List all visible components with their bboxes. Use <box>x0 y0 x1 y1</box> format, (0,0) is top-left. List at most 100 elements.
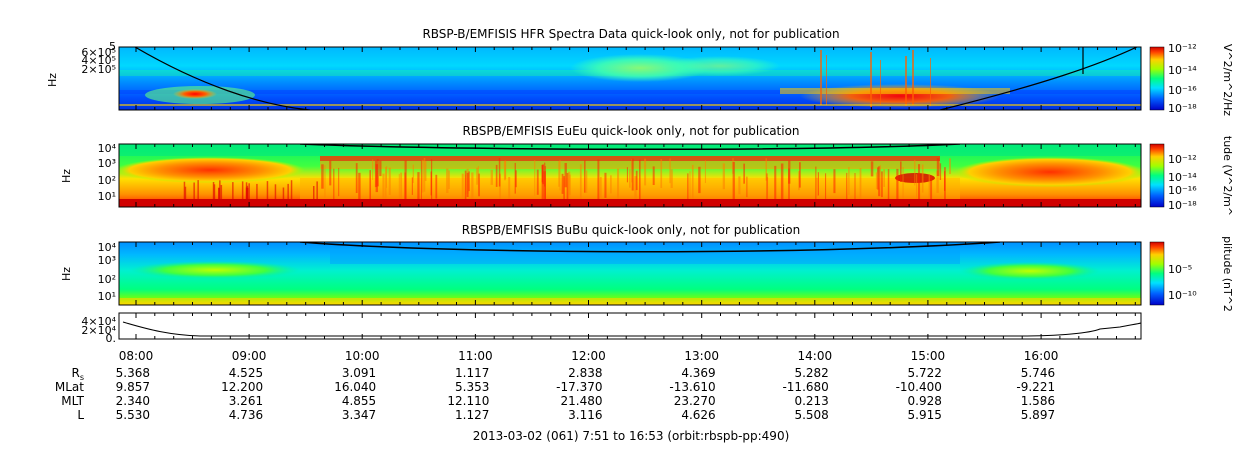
row-label-rs: Rs <box>71 366 84 382</box>
streak <box>508 177 511 207</box>
streak <box>629 169 631 188</box>
streak <box>936 170 939 193</box>
time-label: 14:00 <box>798 349 833 363</box>
streak <box>691 164 694 199</box>
streak <box>877 167 879 190</box>
streak <box>197 180 199 205</box>
panel4-y-axis: 4×10⁴ 2×10⁴ 0. <box>81 315 116 345</box>
panel3-colorbar: 10⁻⁵ 10⁻¹⁰ plitude (nT^2 <box>1149 236 1234 312</box>
annotation-value: 23.270 <box>674 394 716 408</box>
streak <box>446 168 449 193</box>
streak <box>902 167 904 207</box>
streak <box>466 172 469 197</box>
annotation-value: 5.508 <box>794 408 828 422</box>
streak <box>316 181 318 205</box>
streak <box>193 182 195 205</box>
annotation-value: 2.340 <box>116 394 150 408</box>
streak <box>464 170 467 207</box>
panel4-frame <box>118 312 1142 340</box>
panel4-ytick: 4×10⁴ <box>81 315 116 328</box>
streak <box>939 163 942 180</box>
streak <box>774 165 777 207</box>
streak <box>379 160 382 177</box>
streak <box>918 164 921 206</box>
streak <box>689 171 691 201</box>
time-label: 12:00 <box>571 349 606 363</box>
panel2-spectrogram <box>119 144 1141 207</box>
annotation-value: 3.261 <box>229 394 263 408</box>
panel1-cbar-tick: 10⁻¹⁴ <box>1168 64 1197 77</box>
streak <box>833 169 836 194</box>
panel2-ytick: 10³ <box>98 157 116 170</box>
streak <box>321 164 324 189</box>
streak <box>780 163 784 207</box>
annotation-value: -9.221 <box>1016 380 1055 394</box>
streak <box>218 187 220 205</box>
streak <box>900 161 902 182</box>
panel3-cbar-tick: 10⁻⁵ <box>1168 263 1192 276</box>
streak <box>634 176 637 207</box>
time-label: 09:00 <box>232 349 267 363</box>
streak <box>375 164 378 193</box>
panel4-line <box>122 321 1142 337</box>
streak <box>887 169 890 200</box>
streak <box>404 160 407 201</box>
streak <box>704 160 706 183</box>
streak <box>287 183 289 205</box>
time-label: 13:00 <box>684 349 719 363</box>
streak <box>879 164 881 188</box>
panel1-cbar-tick: 10⁻¹⁸ <box>1168 102 1197 115</box>
streak <box>338 167 340 197</box>
streak <box>468 171 470 192</box>
row-label-mlt: MLT <box>61 394 84 408</box>
annotation-value: 12.110 <box>447 394 489 408</box>
streak <box>896 168 899 207</box>
panel2-ytick: 10¹ <box>98 190 116 203</box>
panel4-ytick: 2×10⁴ <box>81 324 116 337</box>
streak <box>421 159 424 193</box>
annotation-value: 1.117 <box>455 366 489 380</box>
streak <box>566 173 569 207</box>
streak <box>669 158 671 184</box>
streak <box>448 170 450 189</box>
streak <box>604 172 607 198</box>
streak <box>881 171 883 198</box>
time-label: 11:00 <box>458 349 493 363</box>
panel3-ytick: 10⁴ <box>98 241 117 254</box>
streak <box>536 169 539 195</box>
panel1-cbar-label: V^2/m^2/Hz <box>1221 44 1234 116</box>
streak <box>644 158 647 186</box>
panel1-y-axis: 5 6×10⁵ 4×10⁵ 2×10⁵ Hz <box>46 40 116 87</box>
time-label: 16:00 <box>1024 349 1059 363</box>
time-label: 10:00 <box>345 349 380 363</box>
annotation-value: 9.857 <box>116 380 150 394</box>
annotation-value: 5.353 <box>455 380 489 394</box>
streak <box>219 180 221 205</box>
streak <box>670 169 673 188</box>
streak <box>411 177 413 195</box>
streak <box>639 159 641 201</box>
streak <box>499 173 501 207</box>
streak <box>369 170 371 207</box>
streak <box>610 175 612 194</box>
panel1-title: RBSP-B/EMFISIS HFR Spectra Data quick-lo… <box>422 27 839 41</box>
panel1-ytick: 4×10⁵ <box>81 54 116 67</box>
panel1-ylabel: Hz <box>46 73 59 87</box>
streak <box>579 164 582 204</box>
streak <box>417 172 420 207</box>
streak <box>652 166 655 185</box>
streak <box>687 173 689 207</box>
streak <box>597 159 600 204</box>
streak <box>617 168 620 204</box>
panel2-y-axis: 10⁴ 10³ 10² 10¹ Hz <box>60 142 117 203</box>
panel2-ytick: 10² <box>98 174 116 187</box>
streak <box>329 160 332 186</box>
panel3-ytick: 10¹ <box>98 290 116 303</box>
panel3-xticks <box>135 242 1136 305</box>
annotation-value: 3.116 <box>568 408 602 422</box>
annotation-value: -10.400 <box>896 380 942 394</box>
panel1-cbar-tick: 10⁻¹⁶ <box>1168 84 1197 97</box>
panel1-xticks <box>135 47 1136 110</box>
panel2-cbar-tick: 10⁻¹⁸ <box>1168 199 1197 212</box>
annotation-value: 4.736 <box>229 408 263 422</box>
